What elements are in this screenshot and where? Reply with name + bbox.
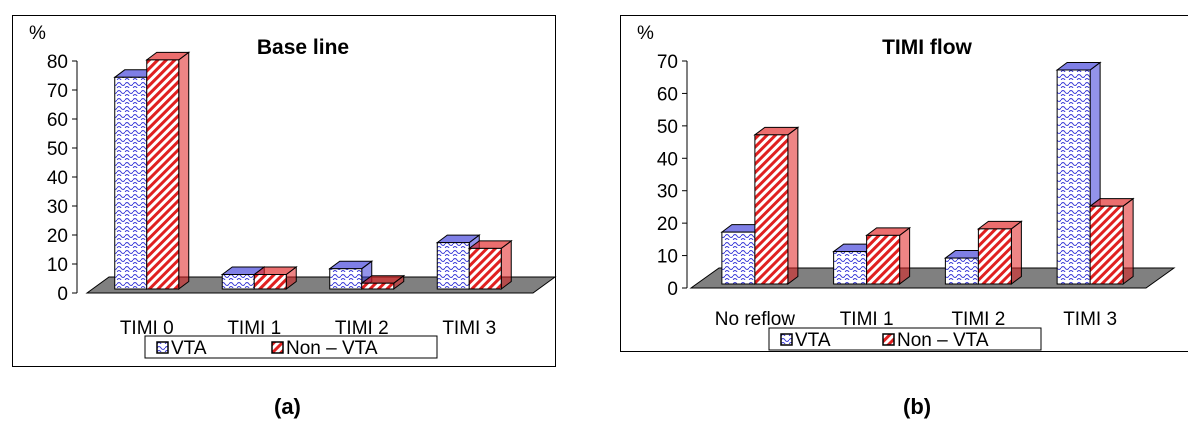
caption-b: (b) xyxy=(903,394,931,420)
legend-swatch-non-vta xyxy=(272,342,283,353)
legend-label: VTA xyxy=(795,330,831,351)
legend-swatch-vta xyxy=(157,342,168,353)
y-axis-label: % xyxy=(29,23,46,44)
bar-non-vta-1 xyxy=(254,275,286,290)
y-tick-label: 40 xyxy=(657,149,678,170)
y-tick-label: 40 xyxy=(47,168,68,189)
y-tick-label: 60 xyxy=(657,84,678,105)
y-tick-label: 10 xyxy=(657,247,678,268)
bar-non-vta-3 xyxy=(469,248,501,289)
legend: VTA Non – VTA xyxy=(145,336,437,359)
bar-side xyxy=(1011,221,1021,284)
chart-b-svg: 0 10 20 30 40 50 60 70% TIMI flow No reflow TIMI 1… xyxy=(621,16,1188,351)
bar-side xyxy=(1123,199,1133,284)
y-tick-label: 30 xyxy=(47,197,68,218)
chart-title: TIMI flow xyxy=(882,36,972,59)
x-category-label: No reflow xyxy=(715,309,796,330)
y-tick-label: 70 xyxy=(47,81,68,102)
legend-swatch-non-vta xyxy=(883,334,894,345)
legend-label: Non – VTA xyxy=(897,330,989,351)
y-tick-label: 70 xyxy=(657,52,678,73)
y-tick-label: 50 xyxy=(657,117,678,138)
x-category-label: TIMI 2 xyxy=(951,309,1005,330)
chart-title: Base line xyxy=(257,36,349,59)
bar-non-vta-2 xyxy=(978,229,1011,284)
y-tick-label: 20 xyxy=(657,214,678,235)
bar-non-vta-1 xyxy=(867,235,900,284)
bar-vta-1 xyxy=(222,275,254,290)
bar-side xyxy=(179,52,189,289)
bar-non-vta-0 xyxy=(147,60,179,289)
bar-non-vta-0 xyxy=(755,135,788,284)
bar-side xyxy=(900,228,910,284)
bar-side xyxy=(501,241,511,289)
x-category-label: TIMI 3 xyxy=(442,318,496,339)
bar-vta-2 xyxy=(330,269,362,289)
x-category-label: TIMI 1 xyxy=(840,309,894,330)
y-tick-label: 10 xyxy=(47,255,68,276)
bar-vta-0 xyxy=(115,77,147,289)
y-tick-label: 50 xyxy=(47,139,68,160)
y-tick-label: 20 xyxy=(47,226,68,247)
bar-non-vta-3 xyxy=(1090,206,1123,284)
bar-vta-1 xyxy=(834,252,867,284)
bar-vta-3 xyxy=(1057,70,1090,284)
x-category-label: TIMI 3 xyxy=(1063,309,1117,330)
y-tick-label: 30 xyxy=(657,182,678,203)
y-axis-label: % xyxy=(637,23,654,44)
y-tick-label: 0 xyxy=(667,279,678,300)
bar-vta-3 xyxy=(437,243,469,289)
legend-label: VTA xyxy=(171,338,207,359)
bar-side xyxy=(788,127,798,284)
legend-label: Non – VTA xyxy=(286,338,378,359)
chart-panel-b: 0 10 20 30 40 50 60 70% TIMI flow No reflow TIMI 1… xyxy=(620,15,1188,352)
y-tick-label: 60 xyxy=(47,110,68,131)
caption-a: (a) xyxy=(274,394,301,420)
y-tick-label: 0 xyxy=(57,284,68,305)
bar-vta-2 xyxy=(945,258,978,284)
legend-swatch-vta xyxy=(781,334,792,345)
bar-vta-0 xyxy=(722,232,755,284)
legend: VTA Non – VTA xyxy=(769,328,1041,351)
bar-non-vta-2 xyxy=(362,283,394,289)
y-tick-label: 80 xyxy=(47,52,68,73)
